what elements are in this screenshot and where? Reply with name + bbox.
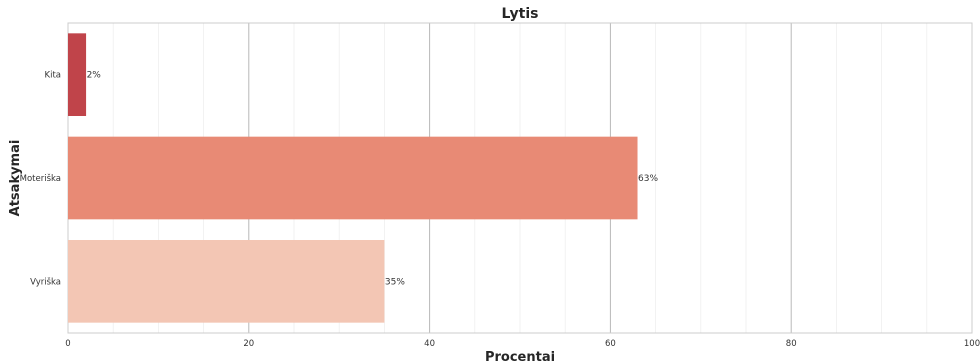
x-tick-label: 80 — [786, 339, 797, 349]
y-tick-label: Kita — [45, 71, 61, 81]
y-tick-labels: Kita Moteriška Vyriška — [20, 71, 61, 288]
x-tick-labels: 0 20 40 60 80 100 — [65, 339, 980, 349]
data-labels: 2% 63% 35% — [87, 71, 659, 288]
y-tick-label: Moteriška — [20, 173, 61, 184]
y-tick-label: Vyriška — [30, 276, 61, 287]
y-axis-title: Atsakymai — [8, 140, 23, 217]
x-tick-label: 0 — [65, 339, 70, 349]
bar-value-label: 35% — [385, 277, 405, 287]
chart-title: Lytis — [502, 6, 539, 22]
x-tick-label: 40 — [424, 339, 435, 349]
bar-value-label: 2% — [87, 71, 102, 81]
x-axis-title: Procentai — [485, 350, 555, 363]
x-tick-label: 20 — [243, 339, 254, 349]
bar-1 — [68, 33, 87, 117]
x-tick-label: 60 — [605, 339, 616, 349]
bar-3 — [68, 240, 385, 323]
bar-2 — [68, 136, 638, 220]
bars — [68, 33, 638, 323]
x-tick-label: 100 — [964, 339, 980, 349]
bar-value-label: 63% — [638, 174, 658, 184]
